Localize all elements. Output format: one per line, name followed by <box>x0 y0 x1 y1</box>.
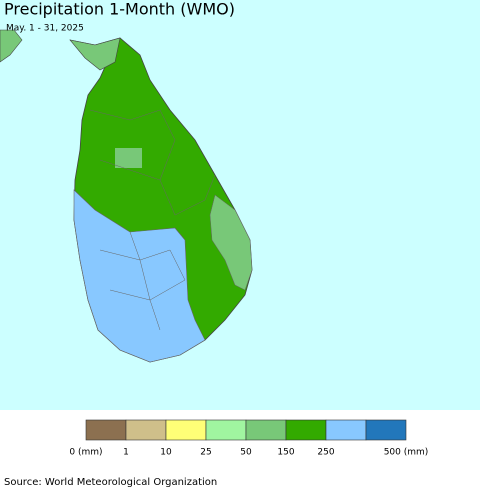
legend: 0 (mm) 1 10 25 50 150 250 500 (mm) <box>69 419 429 458</box>
india-land <box>0 29 23 63</box>
legend-swatch <box>285 419 327 441</box>
district-lines <box>89 109 216 331</box>
subtitle: May. 1 - 31, 2025 <box>6 24 84 34</box>
legend-label: 50 <box>240 448 252 458</box>
legend-swatch <box>165 419 207 441</box>
legend-swatch <box>205 419 247 441</box>
legend-swatch <box>365 419 407 441</box>
jaffna-region <box>69 37 121 71</box>
legend-label: 25 <box>200 448 211 458</box>
legend-swatch <box>85 419 127 441</box>
legend-swatch <box>125 419 167 441</box>
legend-label: 250 <box>317 448 334 458</box>
legend-swatch <box>245 419 287 441</box>
title: Precipitation 1-Month (WMO) <box>4 0 235 19</box>
legend-label: 10 <box>160 448 172 458</box>
inland-patch <box>115 148 142 168</box>
legend-label: 150 <box>277 448 294 458</box>
source: Source: World Meteorological Organizatio… <box>4 477 217 488</box>
east-strip <box>209 194 253 291</box>
legend-label: 1 <box>123 448 129 458</box>
legend-swatch <box>325 419 367 441</box>
sea <box>0 0 480 410</box>
legend-label: 0 (mm) <box>69 448 102 458</box>
wet-zone <box>73 189 206 363</box>
legend-label: 500 (mm) <box>384 448 429 458</box>
